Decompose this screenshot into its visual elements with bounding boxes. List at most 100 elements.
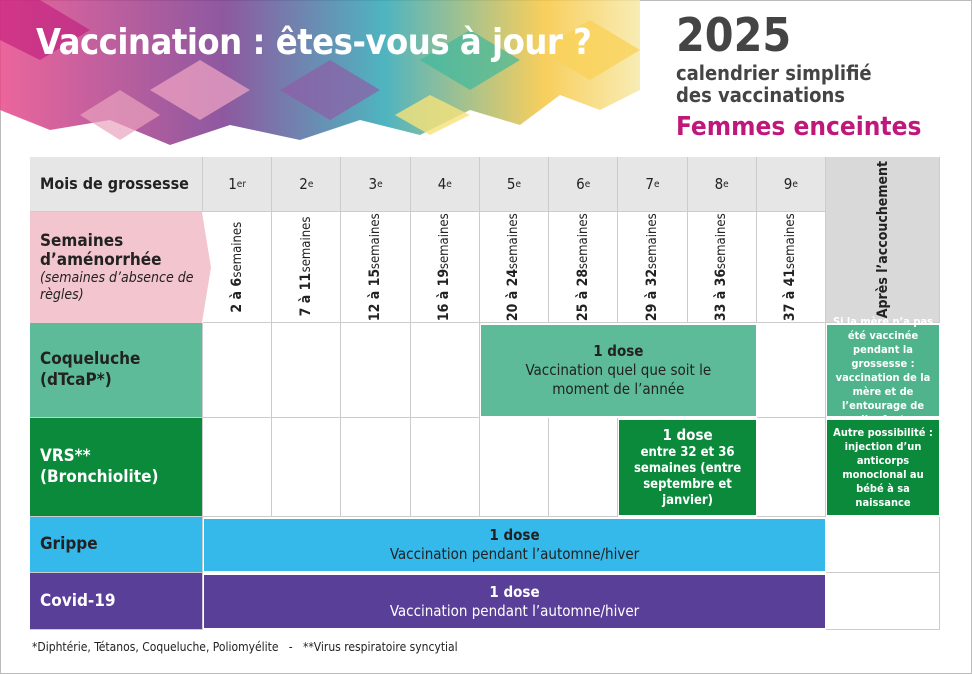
vaccine-title: Coqueluche xyxy=(40,349,141,369)
weeks-unit: semaines xyxy=(714,212,730,269)
weeks-unit: semaines xyxy=(229,221,245,278)
weeks-unit: semaines xyxy=(644,212,660,269)
month-number: 9 xyxy=(783,175,793,193)
vaccine-name: Covid-19 xyxy=(30,573,203,630)
weeks-unit: semaines xyxy=(575,212,591,269)
vaccine-name: Grippe xyxy=(30,517,203,573)
empty-cell xyxy=(756,323,826,418)
after-birth-empty xyxy=(826,517,940,573)
month-suffix: e xyxy=(307,178,314,190)
banner xyxy=(0,0,640,145)
month-number: 8 xyxy=(714,175,724,193)
weeks-unit: semaines xyxy=(368,212,384,269)
dose-bar: 1 dose Vaccination pendant l’automne/hive… xyxy=(204,519,825,571)
footnote: *Diphtérie, Tétanos, Coqueluche, Poliomy… xyxy=(32,640,458,654)
weeks-cell: 33 à 36 semaines xyxy=(687,212,757,323)
month-label: Mois de grossesse xyxy=(30,157,203,212)
empty-cell xyxy=(272,323,342,418)
weeks-text: 29 à 32 semaines xyxy=(643,212,660,322)
weeks-range: 12 à 15 xyxy=(367,268,384,322)
dose-detail: Vaccination quel que soit le moment de l… xyxy=(525,361,712,398)
weeks-unit: semaines xyxy=(437,212,453,269)
weeks-range: 37 à 41 xyxy=(782,268,799,322)
weeks-cell: 7 à 11 semaines xyxy=(272,212,342,323)
weeks-label: Semaines d’aménorrhée (semaines d’absence… xyxy=(30,212,211,323)
after-birth-header: Après l’accouchement xyxy=(826,157,940,323)
weeks-range: 29 à 32 xyxy=(643,268,660,322)
month-number: 2 xyxy=(299,175,308,193)
month-number: 3 xyxy=(368,175,378,193)
weeks-cell: 37 à 41 semaines xyxy=(756,212,826,323)
dose-detail: Vaccination pendant l’automne/hiver xyxy=(389,545,640,563)
after-birth-text: Après l’accouchement xyxy=(874,160,891,319)
weeks-text: 37 à 41 semaines xyxy=(782,212,799,322)
empty-cell xyxy=(410,418,480,517)
empty-cell xyxy=(549,418,619,517)
weeks-note: (semaines d’absence de règles) xyxy=(40,269,194,303)
dose-count: 1 dose xyxy=(662,426,713,444)
month-header: 1 er xyxy=(203,157,273,212)
month-number: 7 xyxy=(645,175,654,193)
empty-cell xyxy=(756,418,826,517)
weeks-title: Semaines d’aménorrhée xyxy=(40,230,162,270)
subtitle: calendrier simplifié des vaccinations xyxy=(676,62,872,106)
month-suffix: e xyxy=(792,178,798,190)
month-number: 1 xyxy=(228,175,237,193)
weeks-text: 33 à 36 semaines xyxy=(713,212,730,322)
month-number: 4 xyxy=(437,175,447,193)
dose-count: 1 dose xyxy=(593,342,644,360)
weeks-cell: 29 à 32 semaines xyxy=(618,212,688,323)
dose-detail: entre 32 et 36 semaines (entre septembre… xyxy=(633,445,742,508)
weeks-unit: semaines xyxy=(298,217,314,274)
banner-title: Vaccination : êtes-vous à jour ? xyxy=(36,22,592,63)
month-suffix: e xyxy=(446,178,452,190)
weeks-range: 33 à 36 xyxy=(713,268,730,322)
weeks-text: 20 à 24 semaines xyxy=(505,212,522,322)
empty-cell xyxy=(272,418,342,517)
empty-cell xyxy=(410,323,480,418)
month-number: 5 xyxy=(506,175,516,193)
month-suffix: e xyxy=(377,178,383,190)
subtitle-line: calendrier simplifié xyxy=(676,61,872,85)
month-number: 6 xyxy=(576,175,585,193)
month-suffix: e xyxy=(653,178,660,190)
dose-bar: 1 dose Vaccination quel que soit le momen… xyxy=(480,325,756,416)
month-suffix: e xyxy=(723,178,729,190)
subtitle-line: des vaccinations xyxy=(676,83,846,107)
month-suffix: e xyxy=(584,178,591,190)
after-birth-empty xyxy=(826,573,940,630)
vaccine-subtitle: (Bronchiolite) xyxy=(40,467,159,487)
weeks-text: 16 à 19 semaines xyxy=(436,212,453,322)
weeks-range: 20 à 24 xyxy=(505,268,522,322)
empty-cell xyxy=(203,323,273,418)
dose-count: 1 dose xyxy=(489,526,540,544)
year: 2025 xyxy=(676,8,792,62)
weeks-range: 16 à 19 xyxy=(436,268,453,322)
weeks-cell: 2 à 6 semaines xyxy=(203,212,273,323)
empty-cell xyxy=(203,418,273,517)
after-birth-note: Autre possibilité : injection d’un antic… xyxy=(827,420,939,515)
vaccine-title: VRS** xyxy=(40,446,91,466)
vaccine-name: Coqueluche (dTcaP*) xyxy=(30,323,203,418)
weeks-text: 12 à 15 semaines xyxy=(367,212,384,322)
month-suffix: e xyxy=(515,178,522,190)
weeks-cell: 16 à 19 semaines xyxy=(410,212,480,323)
vaccine-title: Covid-19 xyxy=(40,590,116,611)
audience: Femmes enceintes xyxy=(676,112,922,142)
weeks-cell: 20 à 24 semaines xyxy=(479,212,550,323)
weeks-text: 7 à 11 semaines xyxy=(298,217,314,316)
empty-cell xyxy=(479,418,550,517)
month-suffix: er xyxy=(236,178,247,190)
weeks-unit: semaines xyxy=(783,212,799,269)
weeks-cell: 12 à 15 semaines xyxy=(341,212,411,323)
dose-detail: Vaccination pendant l’automne/hiver xyxy=(389,601,640,620)
weeks-range: 25 à 28 xyxy=(574,268,591,322)
vaccine-name: VRS** (Bronchiolite) xyxy=(30,418,203,517)
vaccine-subtitle: (dTcaP*) xyxy=(40,370,112,390)
weeks-unit: semaines xyxy=(506,212,522,269)
